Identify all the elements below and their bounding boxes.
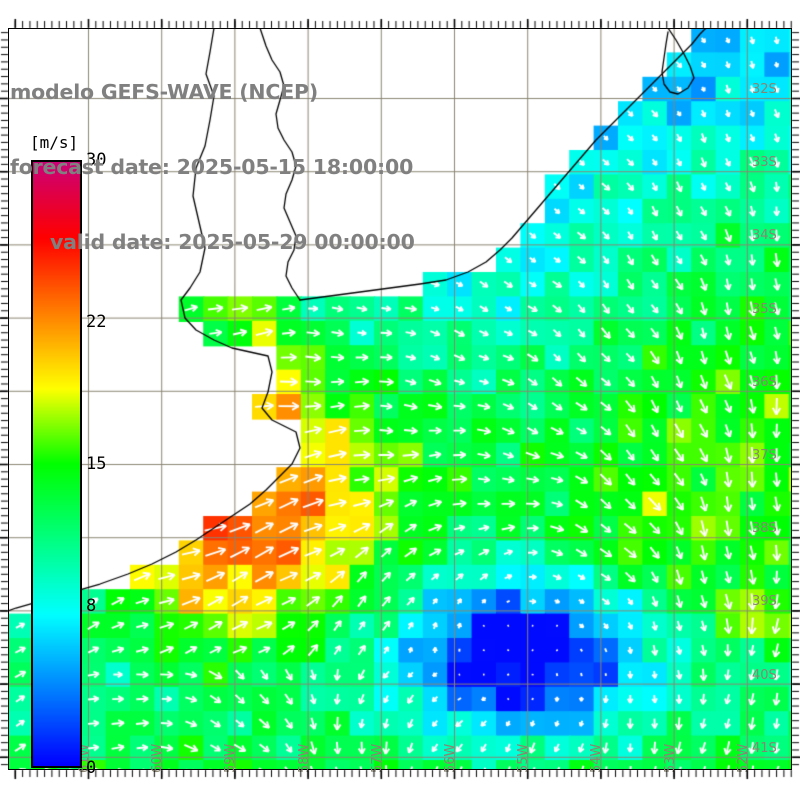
lat-label-33S: 33S	[752, 155, 777, 171]
lon-label-53W: 53W	[662, 743, 678, 773]
lon-label-56W: 56W	[443, 743, 458, 773]
figure-title-block: modelo GEFS-WAVE (NCEP) forecast date: 2…	[10, 30, 415, 305]
lat-label-32S: 32S	[752, 82, 777, 97]
lon-label-54W: 54W	[589, 743, 605, 773]
lat-label-38S: 38S	[752, 521, 777, 537]
lon-label-52W: 52W	[735, 743, 751, 773]
lat-label-36S: 36S	[752, 374, 777, 390]
colorbar-tick-0: 0	[86, 758, 97, 778]
model-name-line: modelo GEFS-WAVE (NCEP)	[10, 80, 318, 104]
lat-label-34S: 34S	[752, 228, 777, 244]
lat-label-37S: 37S	[752, 448, 777, 463]
lat-label-40S: 40S	[752, 667, 777, 683]
colorbar-tick-22: 22	[86, 312, 107, 333]
lon-label-55W: 55W	[516, 743, 532, 773]
colorbar-tick-15: 15	[86, 454, 107, 474]
lon-label-57W: 57W	[369, 743, 385, 773]
lat-label-35S: 35S	[752, 301, 777, 317]
lon-label-60W: 60W	[150, 743, 166, 773]
valid-date-line: valid date: 2025-05-29 00:00:00	[50, 230, 415, 254]
lon-label-58W: 58W	[296, 743, 312, 773]
colorbar-tick-8: 8	[86, 595, 97, 616]
lat-label-41S: 41S	[752, 740, 777, 756]
forecast-date-line: forecast date: 2025-05-15 18:00:00	[10, 155, 414, 179]
lat-label-39S: 39S	[752, 594, 777, 610]
lon-label-59W: 59W	[223, 743, 239, 773]
